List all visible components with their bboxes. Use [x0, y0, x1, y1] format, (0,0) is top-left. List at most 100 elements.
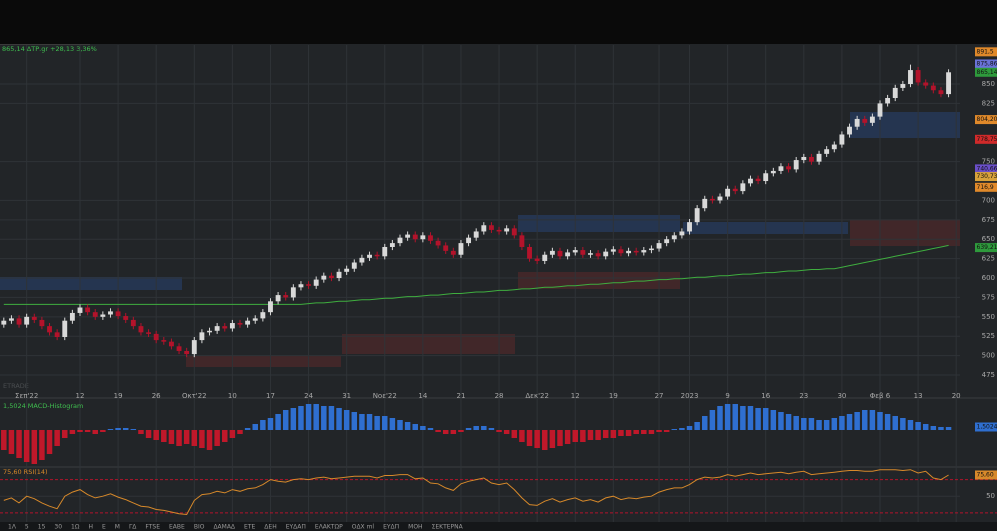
histogram-bar [610, 430, 617, 438]
histogram-bar [542, 430, 548, 450]
x-tick-label: 12 [76, 392, 85, 400]
histogram-bar [359, 414, 365, 430]
toolbar-button[interactable]: ΔΕΗ [264, 524, 276, 531]
histogram-bar [900, 418, 906, 430]
candle-body [626, 250, 632, 254]
candle-body [946, 72, 952, 95]
toolbar-button[interactable]: ΔΑΜΑΔ [213, 524, 235, 531]
toolbar-button[interactable]: ΕΛΑΚΤΩΡ [315, 524, 343, 531]
candle-body [595, 253, 601, 257]
toolbar-button[interactable]: 30 [54, 524, 62, 531]
x-tick-label: Δεκ'22 [525, 392, 549, 400]
candle-body [222, 326, 228, 329]
candle-body [847, 126, 852, 135]
toolbar-button[interactable]: 1Ω [71, 524, 80, 531]
histogram-bar [762, 408, 769, 430]
toolbar-button[interactable]: ΟΔΧ ml [352, 524, 375, 531]
histogram-bar [663, 430, 670, 432]
candle-body [938, 90, 944, 95]
candle-body [161, 340, 167, 342]
candle-body [877, 103, 883, 117]
price-tag [975, 422, 997, 432]
histogram-bar [450, 430, 457, 434]
toolbar-button[interactable]: ΕΥΔΑΠ [286, 524, 306, 531]
x-tick-label: 27 [655, 392, 664, 400]
histogram-bar [808, 418, 815, 430]
candle-body [313, 279, 319, 286]
x-tick-label: 17 [266, 392, 275, 400]
toolbar-button[interactable]: ΣΕΚΤΕΡΝΑ [432, 524, 464, 531]
price-tag [975, 134, 997, 144]
histogram-bar [793, 416, 799, 430]
candle-body [176, 346, 182, 351]
histogram-bar [892, 416, 898, 430]
panel-label: 1,5024 MACD-Histogram [3, 402, 83, 410]
candle-body [92, 312, 98, 317]
candle-body [801, 156, 807, 161]
toolbar-button[interactable]: ΕΑΒΕ [169, 524, 185, 531]
toolbar-button[interactable]: ΜΟΗ [408, 524, 422, 531]
y-tick-label: 550 [982, 313, 995, 321]
toolbar-button[interactable]: FTSE [145, 524, 160, 531]
toolbar-button[interactable]: ΒΙΟ [194, 524, 205, 531]
histogram-bar [580, 430, 586, 442]
histogram-bar [206, 430, 213, 450]
histogram-bar [557, 430, 563, 446]
candle-body [260, 312, 266, 319]
candle-body [229, 323, 235, 329]
candle-body [359, 257, 365, 263]
histogram-bar [801, 418, 807, 430]
toolbar-button[interactable]: Η [88, 524, 93, 531]
y-tick-label: 700 [982, 196, 995, 204]
candle-body [656, 243, 662, 249]
toolbar-button[interactable]: ΓΔ [129, 524, 137, 531]
candle-body [633, 250, 639, 253]
toolbar-button[interactable]: 15 [38, 524, 46, 531]
histogram-bar [862, 410, 868, 430]
histogram-bar [176, 430, 182, 446]
histogram-bar [328, 406, 335, 430]
x-tick-label: 16 [761, 392, 770, 400]
candle-body [290, 287, 296, 298]
histogram-bar [519, 430, 525, 442]
histogram-bar [290, 408, 297, 430]
price-tag [975, 67, 997, 77]
histogram-bar [336, 408, 342, 430]
candle-body [374, 254, 380, 257]
price-tag [975, 47, 997, 57]
candle-body [519, 235, 525, 247]
candle-body [275, 295, 281, 302]
histogram-bar [702, 416, 708, 430]
candle-body [648, 248, 654, 251]
histogram-bar [275, 414, 281, 430]
histogram-bar [884, 414, 891, 430]
candle-body [1, 320, 7, 325]
rsi-line [3, 469, 949, 516]
toolbar-button[interactable]: ΕΥΔΠ [383, 524, 399, 531]
toolbar-button[interactable]: ΕΤΕ [244, 524, 255, 531]
toolbar-button[interactable]: Ε [102, 524, 106, 531]
candle-body [816, 153, 822, 162]
candle-body [915, 70, 921, 83]
quote-header: 865,14 ΔΤΡ.gr +28,13 3,36% [2, 45, 97, 53]
candle-body [892, 87, 898, 98]
histogram-bar [267, 418, 274, 430]
candle-body [488, 225, 494, 230]
histogram-bar [717, 406, 723, 430]
x-tick-label: 28 [495, 392, 504, 400]
price-tag [975, 59, 997, 69]
toolbar-button[interactable]: 1Λ [8, 524, 17, 531]
candle-body [77, 307, 83, 313]
x-tick-label: Νοε'22 [373, 392, 397, 400]
histogram-bar [145, 430, 152, 438]
candle-body [900, 84, 906, 88]
candle-body [138, 326, 144, 333]
toolbar-button[interactable]: Μ [115, 524, 120, 531]
histogram-bar [183, 430, 190, 444]
toolbar-button[interactable]: 5 [25, 524, 29, 531]
histogram-bar [260, 420, 266, 430]
histogram-bar [321, 406, 327, 430]
x-tick-label: 19 [114, 392, 123, 400]
candle-body [458, 243, 464, 255]
